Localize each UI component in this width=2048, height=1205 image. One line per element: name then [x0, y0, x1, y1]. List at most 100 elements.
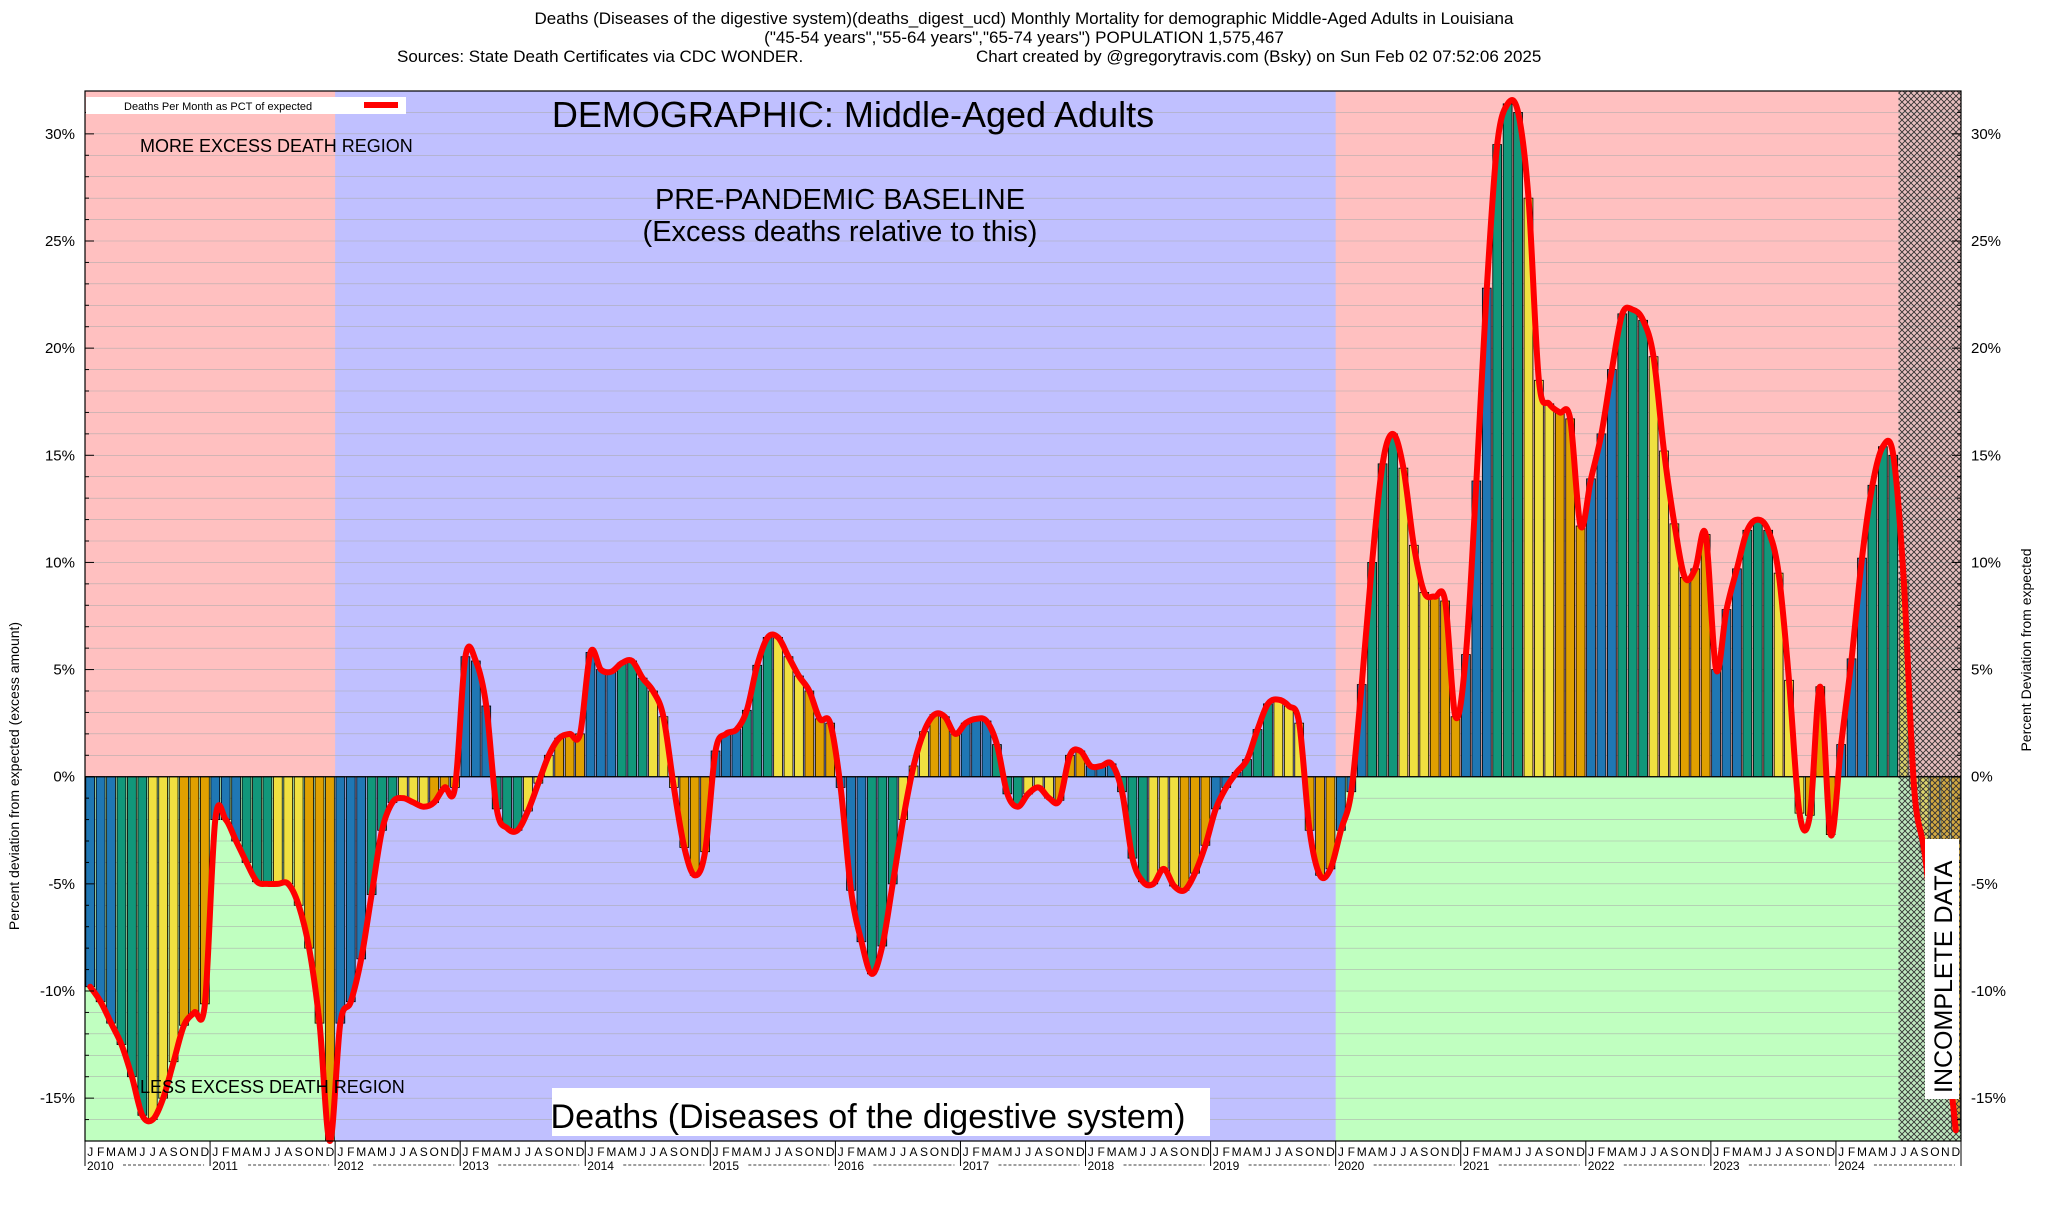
month-tick-label: F: [597, 1145, 604, 1159]
month-tick-label: J: [1588, 1145, 1594, 1159]
month-tick-label: O: [1930, 1145, 1939, 1159]
year-tick-label: 2021: [1463, 1159, 1490, 1173]
bar: [762, 637, 773, 778]
month-tick-label: S: [920, 1145, 928, 1159]
month-tick-label: J: [587, 1145, 593, 1159]
bar: [1627, 309, 1638, 778]
month-tick-label: M: [1378, 1145, 1388, 1159]
month-tick-label: J: [389, 1145, 395, 1159]
month-tick-label: S: [1295, 1145, 1303, 1159]
legend: Deaths Per Month as PCT of expected: [86, 97, 406, 114]
month-tick-label: F: [847, 1145, 854, 1159]
y-tick-label-left: 30%: [45, 126, 75, 143]
month-tick-label: M: [1503, 1145, 1513, 1159]
less-region-label: LESS EXCESS DEATH REGION: [140, 1077, 405, 1097]
bar: [147, 776, 158, 1120]
bar: [1283, 705, 1294, 778]
y-tick-label-left: 25%: [45, 233, 75, 250]
demographic-label: DEMOGRAPHIC: Middle-Aged Adults: [552, 94, 1154, 135]
month-tick-label: S: [1420, 1145, 1428, 1159]
month-tick-label: A: [1785, 1145, 1793, 1159]
month-tick-label: A: [1743, 1145, 1751, 1159]
bar: [1148, 776, 1159, 885]
month-tick-label: O: [1180, 1145, 1189, 1159]
bar: [1732, 568, 1742, 778]
month-tick-label: F: [1473, 1145, 1480, 1159]
bar: [1690, 568, 1701, 778]
bar: [1607, 369, 1617, 778]
month-tick-label: F: [1848, 1145, 1855, 1159]
legend-label: Deaths Per Month as PCT of expected: [124, 101, 312, 113]
y-tick-label-right: 0%: [1971, 769, 1993, 786]
month-tick-label: O: [1055, 1145, 1064, 1159]
month-tick-label: A: [743, 1145, 751, 1159]
month-tick-label: F: [1723, 1145, 1730, 1159]
y-tick-label-right: 30%: [1971, 126, 2001, 143]
month-tick-label: J: [525, 1145, 531, 1159]
y-tick-label-left: 15%: [45, 447, 75, 464]
bar: [1429, 596, 1440, 778]
month-tick-label: O: [1305, 1145, 1314, 1159]
month-tick-label: F: [1598, 1145, 1605, 1159]
month-tick-label: S: [545, 1145, 553, 1159]
bar: [606, 671, 617, 778]
month-tick-label: A: [784, 1145, 792, 1159]
month-tick-label: D: [326, 1145, 335, 1159]
year-tick-label: 2015: [712, 1159, 739, 1173]
month-tick-label: N: [440, 1145, 449, 1159]
month-tick-label: J: [640, 1145, 646, 1159]
bar: [283, 776, 294, 885]
y-tick-label-right: -15%: [1971, 1090, 2006, 1107]
month-tick-label: M: [377, 1145, 387, 1159]
month-tick-label: M: [1002, 1145, 1012, 1159]
month-tick-label: D: [701, 1145, 710, 1159]
year-tick-label: 2023: [1713, 1159, 1740, 1173]
bottom-title-box: [552, 1088, 1210, 1136]
month-tick-label: A: [659, 1145, 667, 1159]
month-tick-label: D: [951, 1145, 960, 1159]
chart-subtitle: ("45-54 years","55-64 years","65-74 year…: [764, 28, 1284, 47]
month-tick-label: J: [1651, 1145, 1657, 1159]
month-tick-label: A: [1035, 1145, 1043, 1159]
y-tick-label-right: 15%: [1971, 447, 2001, 464]
month-tick-label: D: [1701, 1145, 1710, 1159]
month-tick-label: A: [534, 1145, 542, 1159]
bar: [1419, 592, 1430, 778]
month-tick-label: M: [856, 1145, 866, 1159]
y-tick-label-right: 20%: [1971, 340, 2001, 357]
bar: [168, 776, 179, 1063]
y-ticks-left: -15% -10% -5% 0% 5% 10% 15% 20% 25% 30%: [40, 90, 94, 1142]
month-tick-label: D: [1826, 1145, 1835, 1159]
month-tick-label: J: [890, 1145, 896, 1159]
month-tick-label: M: [1253, 1145, 1263, 1159]
month-tick-label: J: [1265, 1145, 1271, 1159]
incomplete-label-text: INCOMPLETE DATA: [1930, 860, 1958, 1093]
month-tick-label: D: [1451, 1145, 1460, 1159]
month-tick-label: J: [1515, 1145, 1521, 1159]
bar: [1513, 112, 1523, 778]
bar: [1179, 776, 1190, 891]
month-tick-label: N: [1316, 1145, 1325, 1159]
month-tick-label: O: [1430, 1145, 1439, 1159]
month-tick-label: A: [1535, 1145, 1543, 1159]
month-tick-label: S: [1545, 1145, 1553, 1159]
month-tick-label: O: [805, 1145, 814, 1159]
bar: [1711, 669, 1721, 778]
bar: [814, 718, 825, 778]
month-tick-label: N: [1441, 1145, 1450, 1159]
bar: [1534, 379, 1544, 778]
bar: [1617, 313, 1628, 778]
month-tick-label: A: [868, 1145, 876, 1159]
month-tick-label: A: [243, 1145, 251, 1159]
month-tick-label: J: [400, 1145, 406, 1159]
year-tick-label: 2020: [1338, 1159, 1365, 1173]
month-tick-label: J: [1140, 1145, 1146, 1159]
month-tick-label: J: [139, 1145, 145, 1159]
month-tick-label: S: [1170, 1145, 1178, 1159]
month-tick-label: J: [838, 1145, 844, 1159]
month-tick-label: O: [1805, 1145, 1814, 1159]
month-tick-label: S: [170, 1145, 178, 1159]
month-tick-label: J: [963, 1145, 969, 1159]
month-tick-label: N: [1941, 1145, 1950, 1159]
